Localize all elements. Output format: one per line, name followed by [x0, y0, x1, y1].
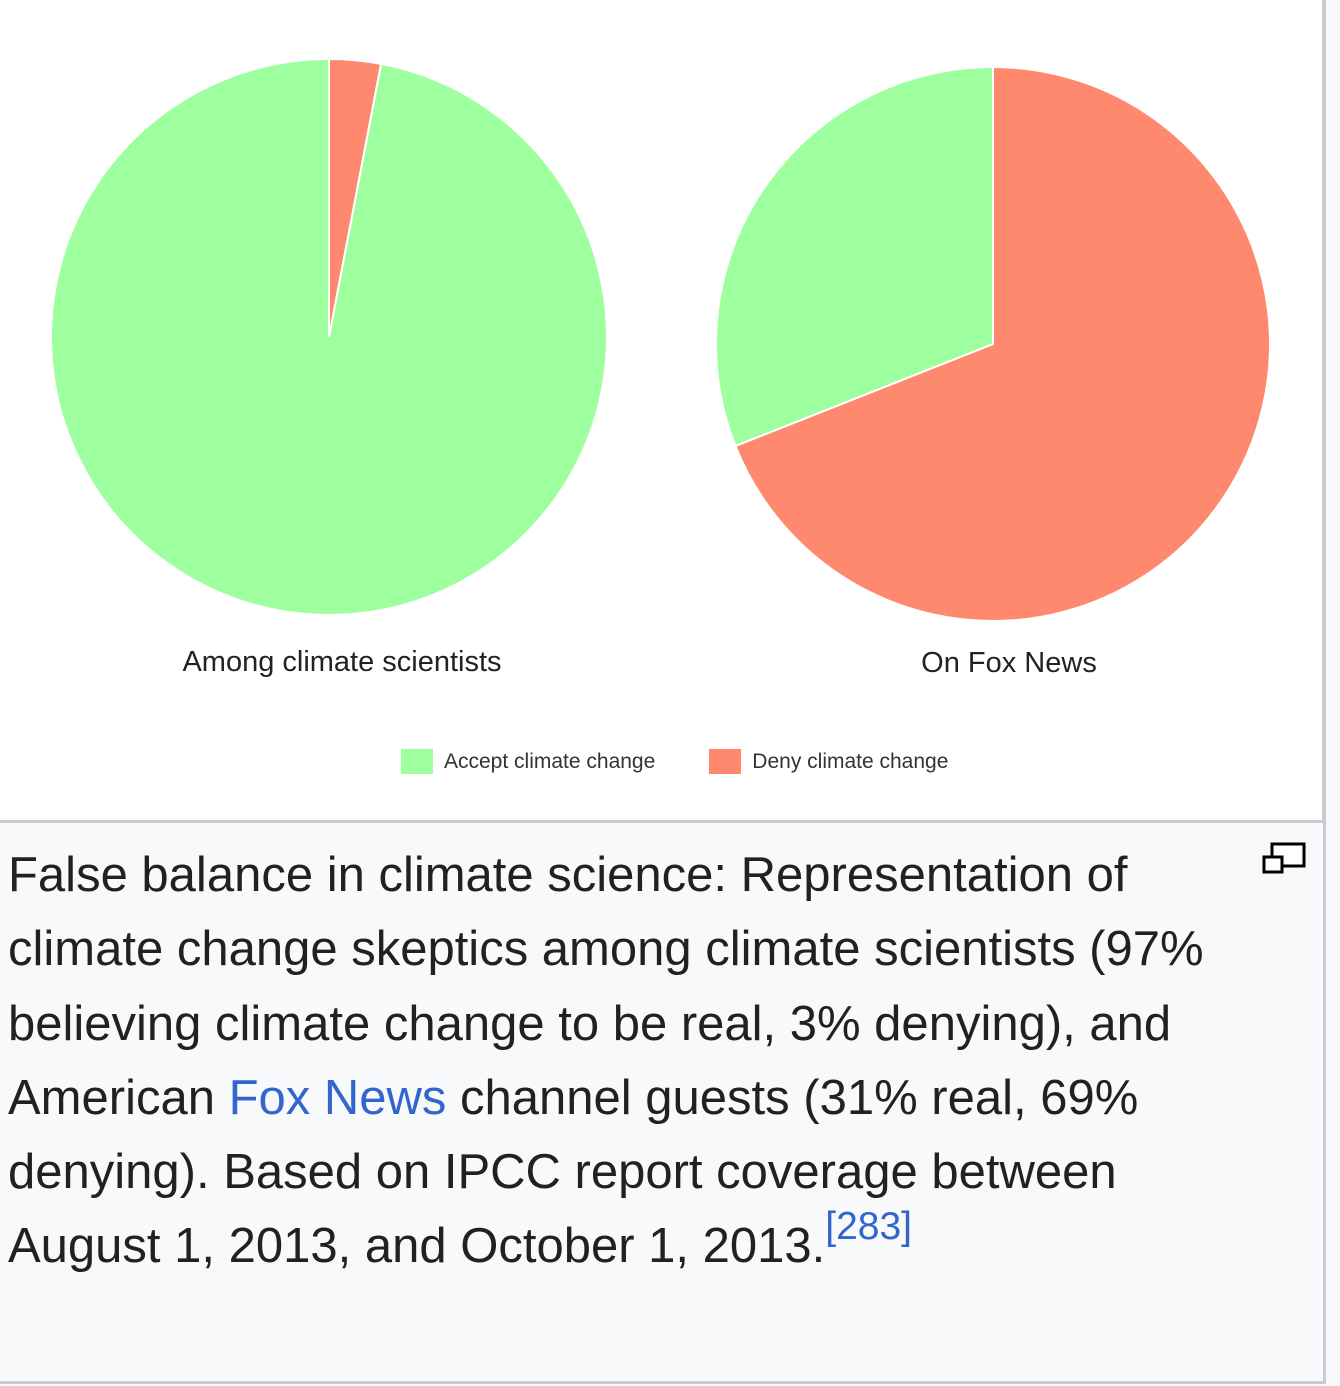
pie-slice-accept: [715, 65, 994, 448]
legend-item-accept: Accept climate change: [401, 749, 655, 774]
fox-news-link[interactable]: Fox News: [228, 1070, 447, 1125]
pie-chart-climate-scientists: [50, 57, 608, 616]
pie-chart-fox-news: [715, 65, 1271, 622]
pie1-label: Among climate scientists: [182, 646, 502, 678]
legend-label-accept: Accept climate change: [444, 749, 656, 773]
legend-item-deny: Deny climate change: [709, 749, 948, 774]
pie-slice-accept: [50, 57, 608, 616]
pie-slice-deny: [734, 65, 1271, 622]
figure-caption: False balance in climate science: Repres…: [8, 838, 1258, 1284]
pie2-label: On Fox News: [921, 647, 1097, 679]
legend-swatch-accept: [401, 749, 433, 774]
legend-swatch-deny: [709, 749, 742, 774]
legend: Accept climate change Deny climate chang…: [401, 749, 1002, 774]
chart-image[interactable]: Among climate scientists On Fox News Acc…: [0, 0, 1325, 823]
legend-label-deny: Deny climate change: [752, 749, 949, 773]
pie-charts: [50, 57, 1271, 622]
citation-link[interactable]: [283]: [825, 1205, 913, 1249]
caption-text-2: channel guests (31% real, 69% denying). …: [8, 1070, 1139, 1274]
caption-text-1: False balance in climate science: Repres…: [8, 848, 1204, 1125]
enlarge-icon[interactable]: [1262, 842, 1308, 874]
